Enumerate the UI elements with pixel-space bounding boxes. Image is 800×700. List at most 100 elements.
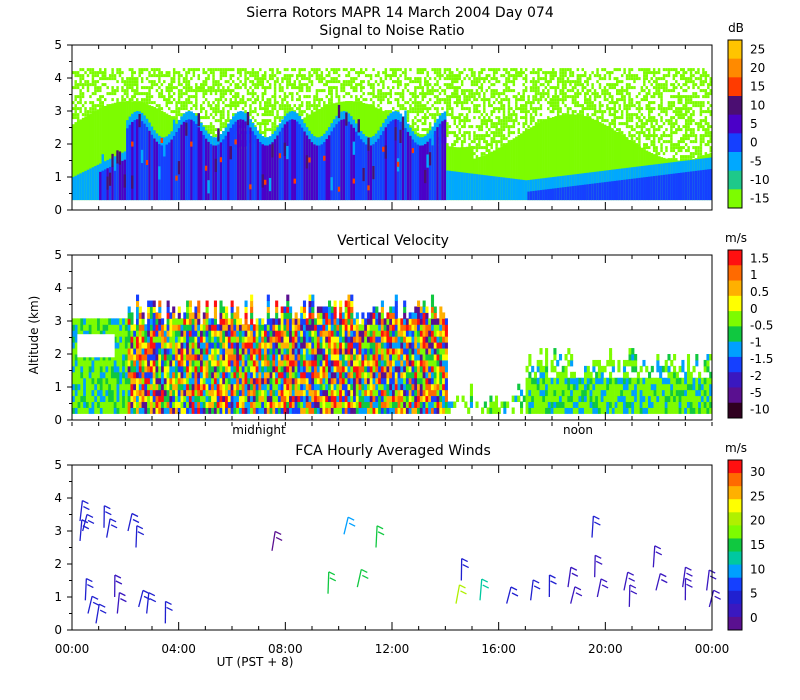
snr-cell [200,107,203,111]
velocity-cell [113,318,117,325]
snr-cell [596,92,599,96]
snr-cell [175,107,178,111]
snr-cell [512,83,516,87]
snr-cell [586,98,589,102]
snr-cell [456,77,459,81]
snr-cell [517,98,520,102]
snr-cell [254,98,257,102]
snr-cell [667,104,671,108]
colorbar-swatch [728,189,742,209]
snr-cell [421,71,424,75]
snr-cell [239,68,242,72]
velocity-cell [202,377,206,385]
snr-cell [645,86,648,90]
velocity-cell [219,354,223,361]
snr-cell [638,77,641,81]
snr-cell [478,95,481,99]
colorbar-label: 15 [750,80,765,94]
snr-cell [684,98,688,102]
snr-cell [475,104,479,108]
snr-cell [517,71,520,75]
velocity-cell [141,330,145,337]
snr-cell [340,89,343,93]
snr-cell [643,77,646,81]
velocity-cell [108,389,112,397]
snr-cell [328,80,331,84]
velocity-cell [177,389,181,397]
snr-cell [72,86,75,90]
snr-cell [187,80,191,84]
snr-cell [89,113,92,201]
velocity-cell [255,389,259,397]
velocity-cell [163,348,167,355]
snr-cell [640,113,644,117]
snr-cell [428,138,432,201]
snr-cell [502,110,506,114]
snr-cell [534,107,538,111]
snr-cell [453,116,456,120]
snr-cell [520,110,523,114]
velocity-cell [255,383,259,391]
snr-cell [303,95,306,99]
velocity-cell [152,306,156,313]
velocity-cell [216,324,220,331]
snr-cell [470,145,474,201]
snr-cell [150,134,154,201]
snr-cell [458,116,461,120]
snr-cell [480,77,484,81]
snr-cell [219,98,223,102]
snr-cell [507,101,511,105]
snr-cell [113,157,117,171]
snr-cell [155,74,159,78]
velocity-cell [169,354,173,361]
snr-cell [382,98,385,102]
snr-cell [554,116,558,201]
snr-cell [416,71,420,75]
snr-cell [475,110,479,114]
snr-cell [635,143,639,147]
snr-cell [483,98,486,102]
snr-cell [608,110,612,114]
snr-cell [72,177,75,201]
snr-cell [544,77,548,81]
snr-cell [133,92,136,96]
velocity-cell [174,336,179,343]
snr-cell [515,74,518,78]
snr-cell [495,140,498,144]
velocity-cell [172,354,176,361]
snr-cell [424,134,427,138]
snr-cell [291,68,294,72]
snr-cell [424,83,427,87]
snr-cell [389,110,392,114]
snr-cell [554,101,557,105]
velocity-cell [236,401,240,408]
velocity-cell [72,342,76,349]
velocity-cell [108,401,112,408]
velocity-cell [149,348,153,355]
snr-cell [414,110,417,114]
snr-cell [74,104,77,108]
velocity-cell [144,365,148,373]
snr-cell [224,98,228,102]
snr-cell [406,77,410,81]
snr-cell [394,80,397,84]
snr-cell [628,98,631,102]
snr-cell [704,169,708,201]
velocity-cell [233,401,237,408]
velocity-cell [174,401,179,408]
snr-cell [613,68,616,72]
snr-cell [76,101,80,105]
snr-cell [283,107,287,111]
panel1-title: Signal to Noise Ratio [319,23,464,39]
velocity-cell [180,383,184,391]
velocity-cell [169,312,173,319]
snr-cell [136,98,139,102]
snr-cell [456,86,459,90]
velocity-cell [166,324,170,331]
velocity-cell [230,318,234,325]
snr-cell [660,116,663,120]
snr-cell [74,110,77,114]
velocity-cell [219,395,223,403]
snr-cell [480,174,484,201]
snr-cell [490,131,493,135]
